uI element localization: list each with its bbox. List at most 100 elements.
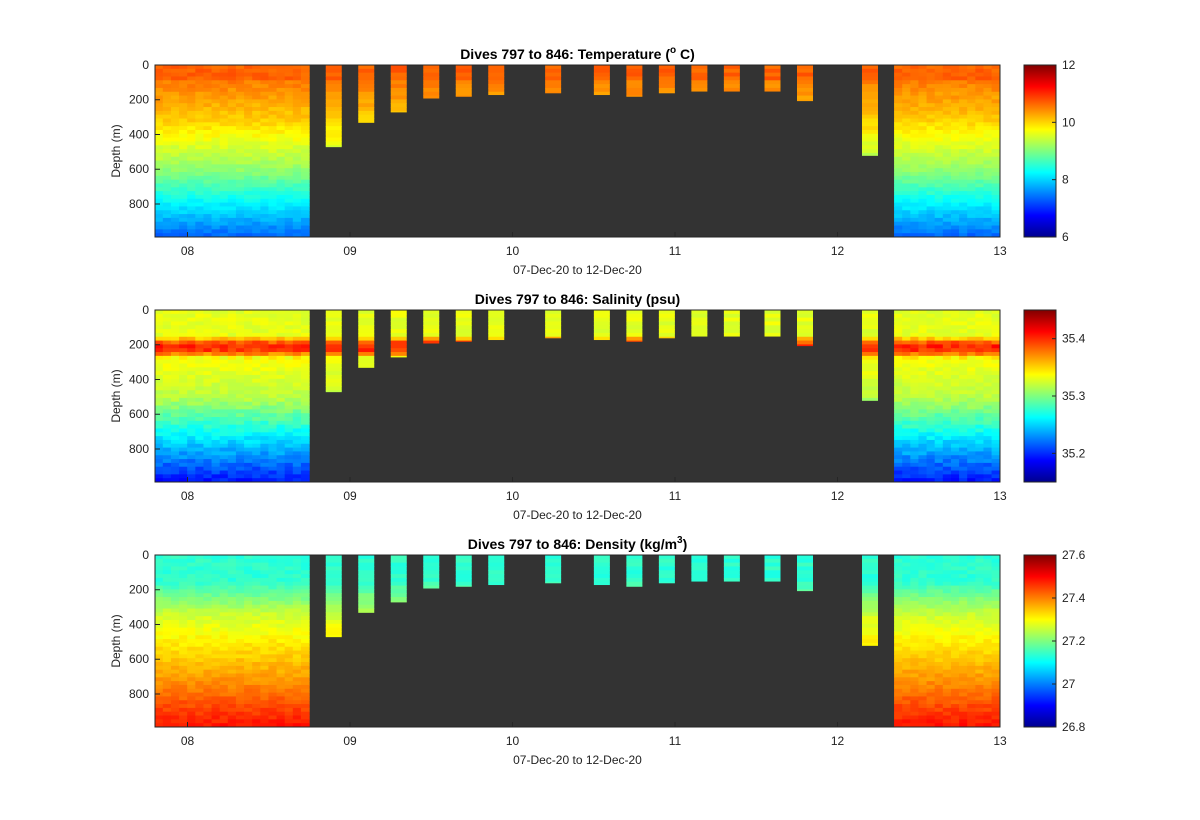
dens-title-text: Dives 797 to 846: Density (kg/m — [468, 536, 677, 552]
sal-shallow-dive-10 — [691, 310, 707, 337]
dens-colorbar-tick-label-4: 27.6 — [1062, 548, 1086, 562]
sal-shallow-dive-14 — [862, 310, 878, 401]
sal-shallow-dive-8 — [626, 310, 642, 342]
temp-profile-early-7 — [212, 65, 221, 238]
sal-shallow-dive-9 — [659, 310, 675, 338]
dens-y-axis-label: Depth (m) — [109, 614, 123, 667]
dens-profile-early-16 — [285, 555, 294, 728]
sal-profile-early-5 — [195, 310, 204, 483]
sal-colorbar-tick-label-2: 35.4 — [1062, 332, 1086, 346]
temp-shallow-dive-6 — [545, 65, 561, 93]
dens-y-tick-label-1: 200 — [129, 583, 149, 597]
dens-profile-late-6 — [943, 555, 952, 728]
temp-shallow-dive-10 — [691, 65, 707, 92]
sal-shallow-dive-3 — [423, 310, 439, 344]
dens-profile-early-8 — [220, 555, 229, 728]
sal-profile-early-13 — [260, 310, 269, 483]
dens-shallow-dive-12 — [765, 555, 781, 582]
sal-x-tick-label-1: 09 — [343, 489, 357, 503]
dens-y-tick-label-4: 800 — [129, 687, 149, 701]
dens-y-tick-label-3: 600 — [129, 652, 149, 666]
sal-x-tick-label-2: 10 — [506, 489, 520, 503]
temp-profile-late-11 — [983, 65, 992, 238]
temp-profile-late-6 — [943, 65, 952, 238]
dens-shallow-dive-10 — [691, 555, 707, 582]
sal-profile-early-17 — [293, 310, 302, 483]
dens-profile-early-9 — [228, 555, 237, 728]
dens-shallow-dive-11 — [724, 555, 740, 582]
dens-shallow-dive-2 — [391, 555, 407, 602]
dens-x-tick-label-5: 13 — [993, 734, 1007, 748]
temp-y-tick-label-1: 200 — [129, 93, 149, 107]
temp-profile-late-3 — [918, 65, 927, 238]
temp-shallow-dive-0 — [326, 65, 342, 147]
temp-profile-early-17 — [293, 65, 302, 238]
dens-profile-late-5 — [935, 555, 944, 728]
dens-profile-early-13 — [260, 555, 269, 728]
sal-shallow-dive-7 — [594, 310, 610, 340]
sal-profile-early-1 — [163, 310, 172, 483]
sal-y-axis-label: Depth (m) — [109, 369, 123, 422]
temp-profile-early-9 — [228, 65, 237, 238]
dens-shallow-dive-0 — [326, 555, 342, 637]
temp-y-axis-label: Depth (m) — [109, 124, 123, 177]
temp-profile-early-6 — [203, 65, 212, 238]
dens-title-end: ) — [683, 536, 688, 552]
dens-profile-late-1 — [902, 555, 911, 728]
dens-profile-early-0 — [155, 555, 164, 728]
sal-profile-early-11 — [244, 310, 253, 483]
temp-profile-late-10 — [975, 65, 984, 238]
temp-x-tick-label-1: 09 — [343, 244, 357, 258]
sal-shallow-dive-12 — [765, 310, 781, 337]
temp-shallow-dive-7 — [594, 65, 610, 95]
sal-shallow-dive-2 — [391, 310, 407, 357]
dens-profile-late-4 — [927, 555, 936, 728]
dens-colorbar-tick-label-1: 27 — [1062, 677, 1076, 691]
temp-x-tick-label-0: 08 — [181, 244, 195, 258]
dens-profile-late-9 — [967, 555, 976, 728]
dens-shallow-dive-3 — [423, 555, 439, 589]
dens-profile-late-10 — [975, 555, 984, 728]
temp-shallow-dive-2 — [391, 65, 407, 112]
sal-y-tick-label-3: 600 — [129, 407, 149, 421]
dens-profile-late-11 — [983, 555, 992, 728]
dens-shallow-dive-4 — [456, 555, 472, 587]
sal-profile-late-12 — [992, 310, 1001, 483]
dens-profile-late-0 — [894, 555, 903, 728]
temp-profile-early-2 — [171, 65, 180, 238]
sal-x-tick-label-5: 13 — [993, 489, 1007, 503]
temp-profile-early-3 — [179, 65, 188, 238]
sal-y-tick-label-0: 0 — [142, 303, 149, 317]
dens-profile-early-11 — [244, 555, 253, 728]
sal-y-tick-label-2: 400 — [129, 372, 149, 386]
dens-shallow-dive-8 — [626, 555, 642, 587]
dens-shallow-dive-5 — [488, 555, 504, 585]
sal-x-tick-label-4: 12 — [831, 489, 845, 503]
sal-profile-early-10 — [236, 310, 245, 483]
sal-x-tick-label-0: 08 — [181, 489, 195, 503]
sal-profile-early-7 — [212, 310, 221, 483]
dens-x-axis-label: 07-Dec-20 to 12-Dec-20 — [513, 753, 642, 767]
dens-x-tick-label-2: 10 — [506, 734, 520, 748]
dens-profile-early-18 — [301, 555, 310, 728]
temp-colorbar-tick-label-2: 10 — [1062, 115, 1076, 129]
dens-profile-late-7 — [951, 555, 960, 728]
temp-y-tick-label-2: 400 — [129, 127, 149, 141]
dens-profile-early-15 — [277, 555, 286, 728]
dens-profile-early-3 — [179, 555, 188, 728]
sal-profile-late-6 — [943, 310, 952, 483]
sal-profile-late-11 — [983, 310, 992, 483]
dens-x-tick-label-3: 11 — [669, 734, 682, 748]
sal-profile-early-3 — [179, 310, 188, 483]
dens-profile-late-8 — [959, 555, 968, 728]
sal-profile-late-1 — [902, 310, 911, 483]
temp-shallow-dive-13 — [797, 65, 813, 101]
temp-profile-early-14 — [268, 65, 277, 238]
temp-colorbar-tick-label-0: 6 — [1062, 230, 1069, 244]
temp-profile-early-15 — [277, 65, 286, 238]
dens-chart-title: Dives 797 to 846: Density (kg/m3) — [468, 535, 688, 552]
temp-shallow-dive-8 — [626, 65, 642, 97]
